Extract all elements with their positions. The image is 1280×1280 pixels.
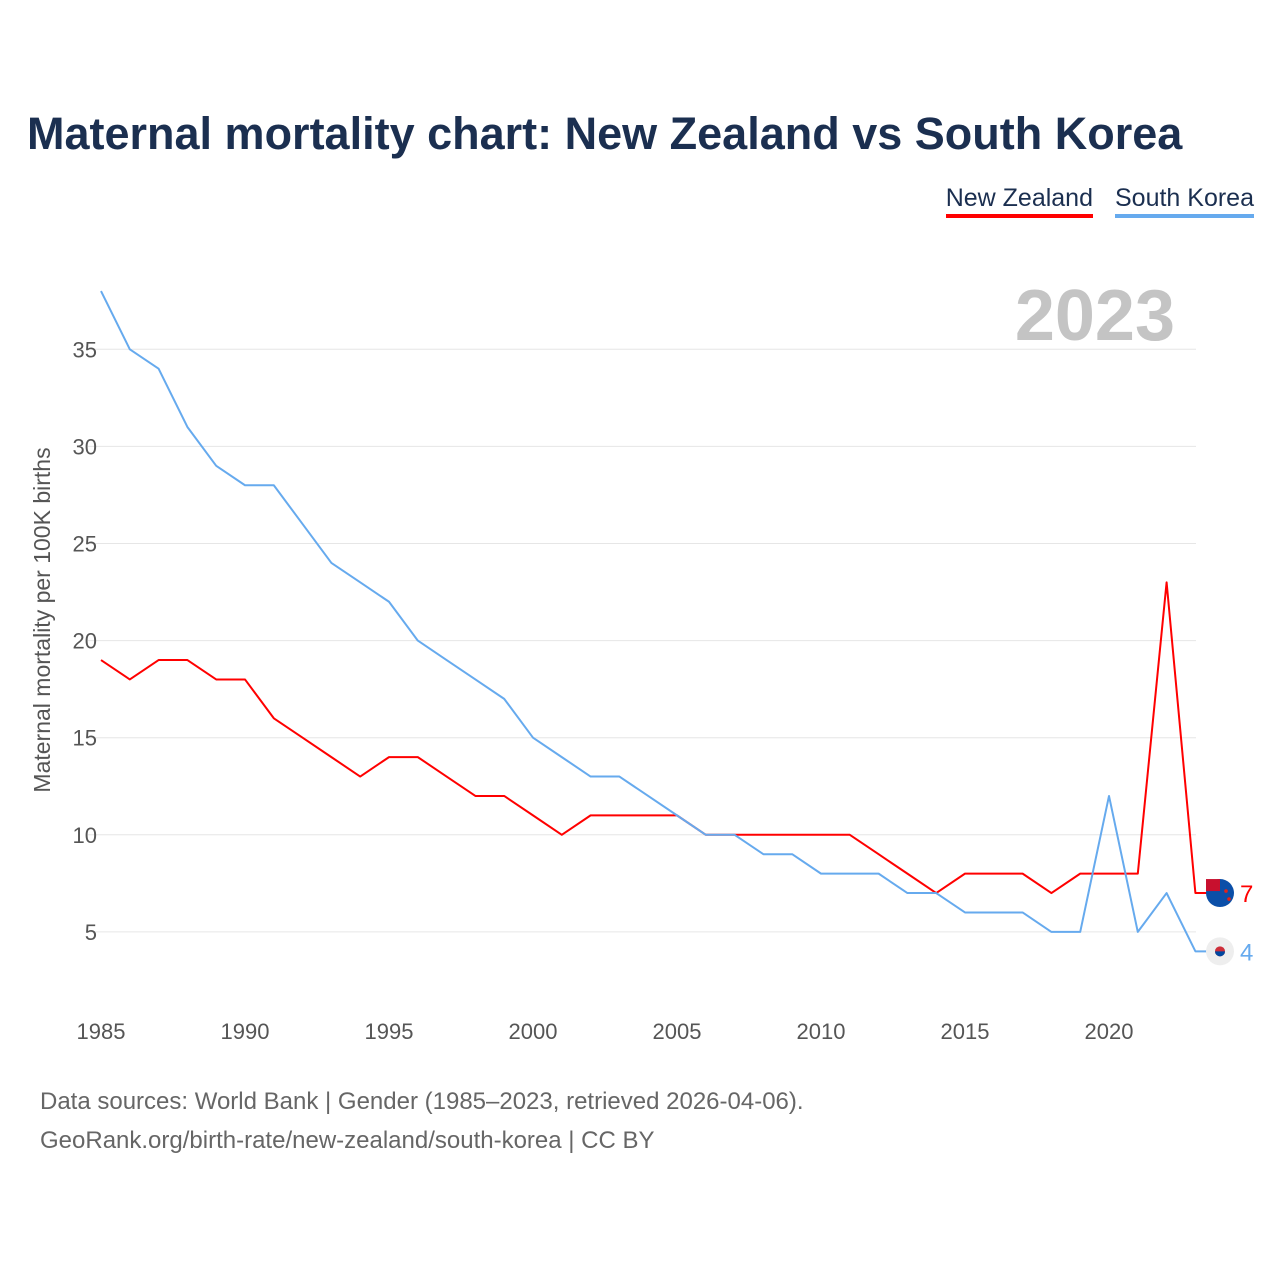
x-tick-label: 2005	[653, 1019, 702, 1044]
legend-new-zealand[interactable]: New Zealand	[945, 184, 1093, 218]
x-tick-label: 1995	[365, 1019, 414, 1044]
y-tick-label: 35	[73, 337, 97, 362]
flag-taegeuk-blue	[1215, 951, 1225, 957]
year-watermark: 2023	[1015, 276, 1175, 356]
new-zealand-flag-canton	[1206, 879, 1220, 892]
legend-south-korea[interactable]: South Korea	[1115, 184, 1254, 218]
y-tick-label: 10	[73, 823, 97, 848]
end-value-label: 7	[1240, 881, 1253, 908]
x-tick-label: 2010	[797, 1019, 846, 1044]
x-tick-label: 2015	[941, 1019, 990, 1044]
chart-title: Maternal mortality chart: New Zealand vs…	[27, 108, 1183, 159]
flag-star	[1227, 897, 1231, 901]
x-tick-label: 1985	[77, 1019, 126, 1044]
series-line-south-korea	[100, 290, 1208, 953]
end-value-label: 4	[1240, 939, 1253, 966]
y-tick-label: 15	[73, 726, 97, 751]
legend: New Zealand South Korea	[945, 184, 1254, 218]
footer-link[interactable]: GeoRank.org/birth-rate/new-zealand/south…	[40, 1127, 655, 1154]
y-axis-label: Maternal mortality per 100K births	[29, 447, 55, 792]
x-tick-label: 2020	[1085, 1019, 1134, 1044]
y-tick-label: 5	[85, 920, 97, 945]
y-tick-label: 30	[73, 434, 97, 459]
y-tick-label: 25	[73, 532, 97, 557]
y-tick-label: 20	[73, 629, 97, 654]
x-tick-label: 1990	[221, 1019, 270, 1044]
footer-source: Data sources: World Bank | Gender (1985–…	[40, 1088, 804, 1115]
series-line-new-zealand	[100, 581, 1208, 895]
x-tick-label: 2000	[509, 1019, 558, 1044]
flag-star	[1224, 889, 1228, 893]
